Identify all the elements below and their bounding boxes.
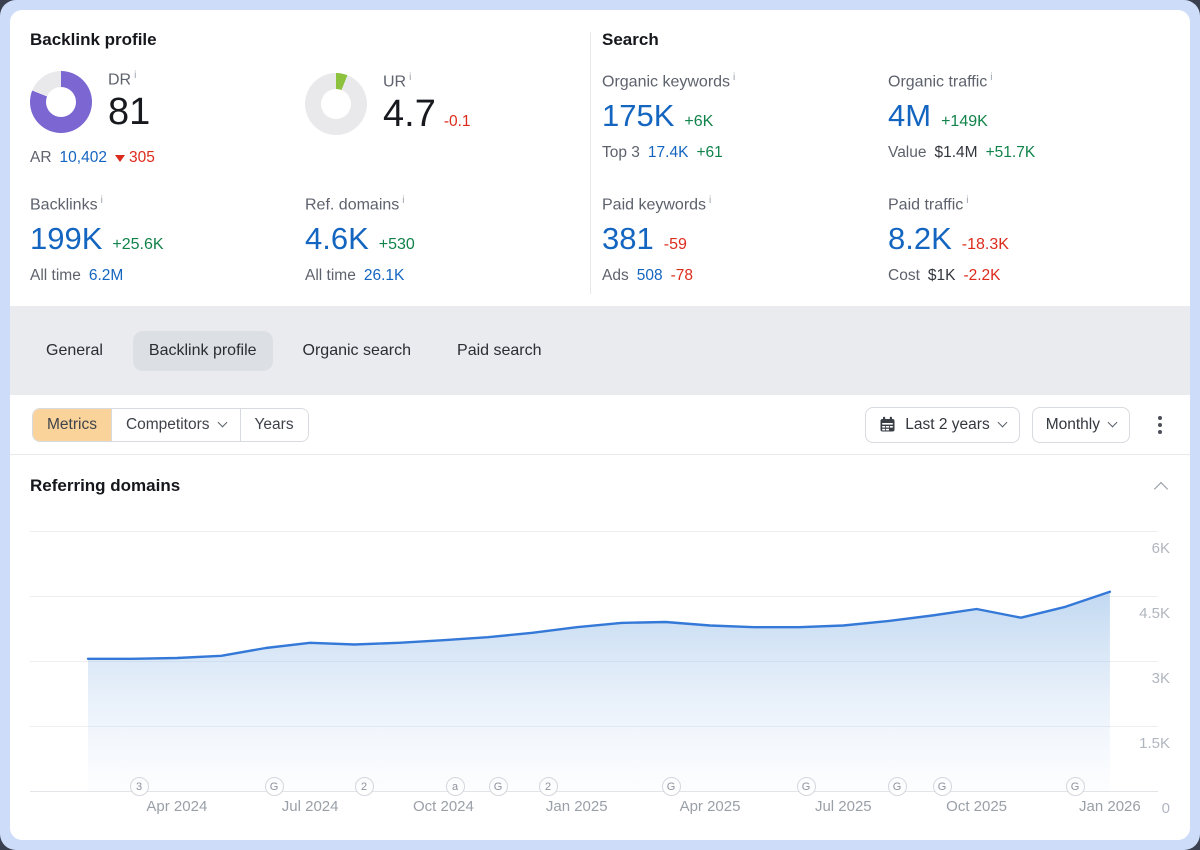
competitors-label: Competitors [125,415,210,433]
summary-section: Backlink profile Search DR i 81 AR 10,402… [10,10,1190,306]
paid-keywords-value[interactable]: 381 [602,221,654,257]
chevron-down-icon [217,417,227,428]
ur-value[interactable]: 4.7 [383,93,436,136]
metric-label: Organic traffic i [888,72,993,91]
info-icon[interactable]: i [990,72,993,83]
organic-traffic-delta: +149K [941,113,988,131]
sub-value[interactable]: 17.4K [647,144,689,162]
info-icon[interactable]: i [709,195,712,206]
metric-label: Ref. domains i [305,195,405,214]
ref-domains-value[interactable]: 4.6K [305,221,369,257]
paid-keywords-delta: -59 [663,236,687,254]
sub-value[interactable]: 26.1K [363,267,405,285]
tab-general[interactable]: General [46,341,103,359]
sub-label: Cost [888,267,920,285]
sub-delta: -78 [670,267,693,285]
dr-donut-chart [30,70,92,133]
metric-label: Paid keywords i [602,195,712,214]
paid-traffic-delta: -18.3K [961,236,1009,254]
metric-label: UR i [383,72,412,91]
calendar-icon [880,416,895,432]
chevron-down-icon [997,417,1008,428]
ar-row: AR 10,402 305 [30,149,155,167]
sub-label: Top 3 [602,144,640,162]
arrow-down-icon [114,154,125,162]
metric-dr: DR i 81 AR 10,402 305 [30,70,155,167]
dr-value[interactable]: 81 [108,91,151,134]
referring-domains-area-chart[interactable] [30,510,1160,810]
metric-ur: UR i 4.7 -0.1 [305,72,471,135]
summary-tabs: General Backlink profile Organic search Pai… [10,306,1190,395]
ar-delta: 305 [128,149,155,167]
organic-traffic-value[interactable]: 4M [888,98,932,134]
granularity-button[interactable]: Monthly [1031,406,1130,443]
tab-paid-search[interactable]: Paid search [457,341,542,359]
sub-delta: -2.2K [963,267,1001,285]
info-icon[interactable]: i [134,70,137,81]
chart-title: Referring domains [30,476,181,495]
metric-paid-keywords: Paid keywords i 381 -59 Ads 508 -78 [602,195,711,285]
sub-value[interactable]: 508 [636,267,663,285]
info-icon[interactable]: i [409,72,412,83]
sub-label: All time [305,267,356,285]
search-heading: Search [602,30,659,49]
organic-keywords-delta: +6K [684,113,714,131]
tab-organic-search[interactable]: Organic search [302,341,412,359]
sub-delta: +61 [696,144,723,162]
metric-label: Backlinks i [30,195,103,214]
organic-keywords-value[interactable]: 175K [602,98,675,134]
metric-label: DR i [108,70,137,89]
sub-label: Value [888,144,927,162]
donut-hole [46,86,76,117]
ar-label: AR [30,149,52,167]
info-icon[interactable]: i [966,195,969,206]
metric-organic-traffic: Organic traffic i 4M +149K Value $1.4M +5… [888,72,1035,162]
chevron-down-icon [1107,417,1118,428]
metrics-segment[interactable]: Metrics [33,408,111,441]
series-line [86,590,1112,661]
sub-value: $1K [927,267,956,285]
info-icon[interactable]: i [100,195,103,206]
metric-organic-keywords: Organic keywords i 175K +6K Top 3 17.4K +… [602,72,735,162]
more-options-button[interactable] [1152,410,1168,440]
sub-label: All time [30,267,81,285]
metric-label: Organic keywords i [602,72,736,91]
competitors-segment[interactable]: Competitors [110,408,240,441]
sub-delta: +51.7K [985,144,1036,162]
view-segmented-control: Metrics Competitors Years [32,407,309,442]
area-fill [88,591,1110,791]
granularity-label: Monthly [1045,415,1100,433]
ur-donut-chart [305,72,367,135]
years-segment[interactable]: Years [239,408,308,441]
ar-value[interactable]: 10,402 [59,149,107,167]
overview-card: Backlink profile Search DR i 81 AR 10,402… [10,10,1190,840]
metric-label: Paid traffic i [888,195,969,214]
metric-backlinks: Backlinks i 199K +25.6K All time 6.2M [30,195,164,285]
tab-backlink-profile[interactable]: Backlink profile [132,330,273,371]
metric-paid-traffic: Paid traffic i 8.2K -18.3K Cost $1K -2.2K [888,195,1009,285]
date-range-button[interactable]: Last 2 years [865,406,1020,443]
paid-traffic-value[interactable]: 8.2K [888,221,952,257]
sub-label: Ads [602,267,629,285]
chart-toolbar: Metrics Competitors Years [10,395,1190,455]
section-divider [590,32,591,294]
metric-ref-domains: Ref. domains i 4.6K +530 All time 26.1K [305,195,415,285]
ref-domains-delta: +530 [378,236,415,254]
info-icon[interactable]: i [402,195,405,206]
backlink-profile-heading: Backlink profile [30,30,157,49]
date-range-label: Last 2 years [905,415,990,433]
info-icon[interactable]: i [733,72,736,83]
backlinks-value[interactable]: 199K [30,221,103,257]
collapse-chevron-up-icon[interactable] [1153,481,1169,497]
sub-value[interactable]: 6.2M [88,267,124,285]
donut-hole [321,88,351,119]
y-axis-tick: 0 [1161,800,1170,817]
ur-delta: -0.1 [443,113,471,131]
sub-value: $1.4M [934,144,978,162]
backlinks-delta: +25.6K [112,236,164,254]
